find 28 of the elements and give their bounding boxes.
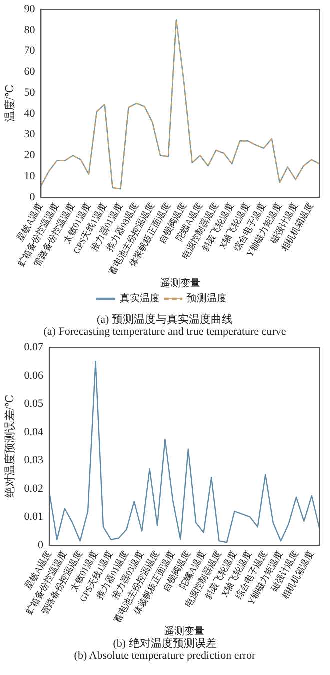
legend-label: 预测温度	[187, 292, 227, 305]
y-tick-label: 70	[24, 45, 36, 58]
y-tick-label: 0.07	[24, 341, 44, 354]
x-axis-title: 遥测变量	[164, 626, 205, 638]
x-axis-title: 遥测变量	[160, 278, 200, 290]
text: (a) Forecasting temperature and true temperature curve	[42, 326, 288, 338]
text: (b) Absolute temperature prediction error	[73, 650, 257, 662]
y-tick-label: 10	[24, 170, 36, 182]
y-tick-label: 0.01	[24, 511, 44, 524]
y-tick-label: 0.04	[24, 426, 44, 438]
y-tick-label: 0	[30, 191, 36, 204]
y-tick-label: 50	[24, 86, 36, 99]
y-tick-label: 0.02	[24, 482, 44, 495]
y-axis-title: 绝对温度预测误差/℃	[3, 394, 16, 498]
y-tick-label: 0.03	[24, 454, 44, 467]
y-tick-label: 30	[24, 128, 36, 141]
text: (a) 预测温度与真实温度曲线	[96, 314, 234, 326]
y-tick-label: 80	[24, 24, 36, 36]
y-tick-label: 90	[24, 3, 36, 16]
y-tick-label: 40	[24, 108, 36, 120]
legend-label: 真实温度	[120, 292, 160, 305]
y-tick-label: 0.05	[24, 398, 44, 410]
y-axis-title: 温度/℃	[3, 84, 16, 122]
text: (b) 绝对温度预测误差	[112, 638, 218, 650]
y-tick-label: 20	[24, 150, 36, 162]
y-tick-label: 0	[38, 539, 44, 552]
y-tick-label: 60	[24, 66, 36, 78]
y-tick-label: 0.06	[24, 370, 44, 382]
